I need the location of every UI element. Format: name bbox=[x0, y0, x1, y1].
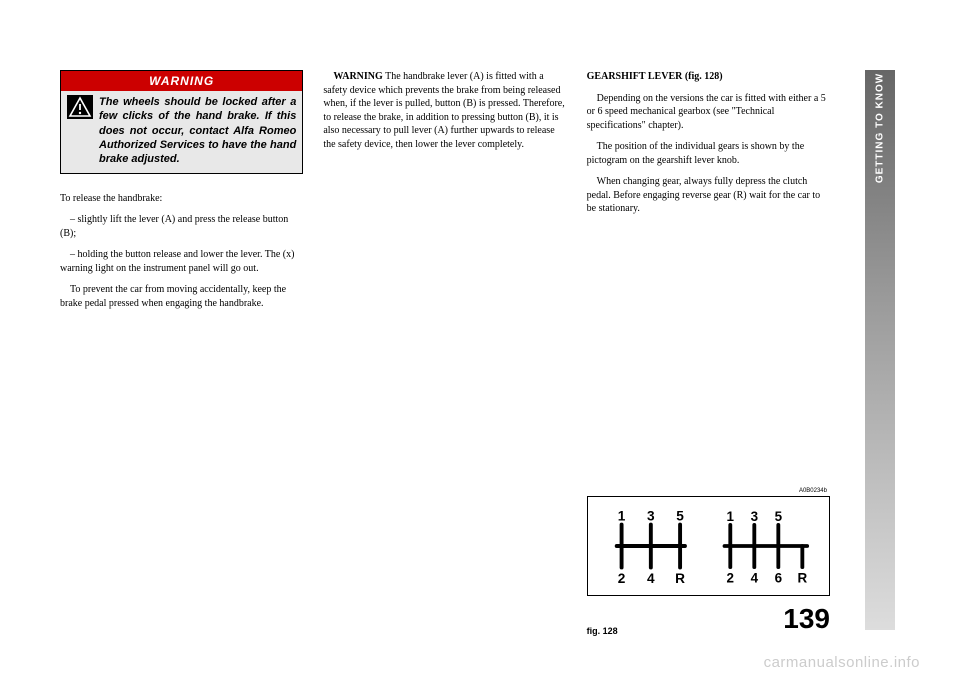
gear-label: R bbox=[675, 571, 685, 585]
gear-label: 5 bbox=[775, 509, 783, 524]
columns-wrapper: WARNING The wheels should be locked afte… bbox=[60, 70, 830, 630]
column-1: WARNING The wheels should be locked afte… bbox=[60, 70, 303, 630]
gear-label: 2 bbox=[727, 570, 734, 584]
gear-label: 2 bbox=[617, 571, 625, 585]
side-tab-text: GETTING TO KNOW YOUR CAR bbox=[875, 8, 886, 183]
gear-label: 1 bbox=[727, 509, 735, 524]
gear-label: R bbox=[798, 570, 808, 584]
figure-label: fig. 128 bbox=[587, 625, 618, 637]
gear-label: 3 bbox=[647, 508, 655, 523]
gear-label: 3 bbox=[751, 509, 758, 524]
warning-triangle-icon bbox=[67, 95, 93, 119]
page-content: WARNING The wheels should be locked afte… bbox=[60, 70, 895, 630]
gear-diagram-6speed: 1 3 5 2 4 6 R bbox=[713, 507, 819, 585]
watermark: carmanualsonline.info bbox=[764, 654, 920, 671]
gear-label: 6 bbox=[775, 570, 782, 584]
col1-text: – holding the button release and lower t… bbox=[60, 248, 303, 275]
page-number: 139 bbox=[783, 600, 830, 638]
figure-code: A0B0234b bbox=[799, 487, 827, 495]
warning-text: The wheels should be locked after a few … bbox=[99, 95, 296, 166]
col3-title: GEARSHIFT LEVER (fig. 128) bbox=[587, 70, 830, 84]
warning-box: WARNING The wheels should be locked afte… bbox=[60, 70, 303, 174]
col3-text: When changing gear, always fully depress… bbox=[587, 175, 830, 216]
gear-label: 4 bbox=[751, 570, 759, 584]
warning-header: WARNING bbox=[61, 71, 302, 91]
col2-rest: The handbrake lever (A) is fitted with a… bbox=[323, 71, 564, 150]
col2-text: WARNING The handbrake lever (A) is fitte… bbox=[323, 70, 566, 151]
warning-body: The wheels should be locked after a few … bbox=[61, 91, 302, 172]
side-tab: GETTING TO KNOW YOUR CAR bbox=[865, 70, 895, 630]
col1-text: – slightly lift the lever (A) and press … bbox=[60, 213, 303, 240]
col3-text: The position of the individual gears is … bbox=[587, 140, 830, 167]
gear-label: 5 bbox=[676, 508, 684, 523]
col1-text: To prevent the car from moving accidenta… bbox=[60, 283, 303, 310]
col3-text: Depending on the versions the car is fit… bbox=[587, 92, 830, 133]
col1-text: To release the handbrake: bbox=[60, 192, 303, 206]
gear-diagram-5speed: 1 3 5 2 4 R bbox=[598, 507, 704, 585]
gear-figure: A0B0234b 1 3 5 2 bbox=[587, 496, 830, 596]
gear-label: 1 bbox=[617, 508, 625, 523]
column-2: WARNING The handbrake lever (A) is fitte… bbox=[323, 70, 566, 630]
gear-label: 4 bbox=[647, 571, 655, 585]
warning-inline: WARNING bbox=[333, 71, 382, 82]
column-3: GEARSHIFT LEVER (fig. 128) Depending on … bbox=[587, 70, 830, 630]
figure-label-row: fig. 128 139 bbox=[587, 600, 830, 638]
